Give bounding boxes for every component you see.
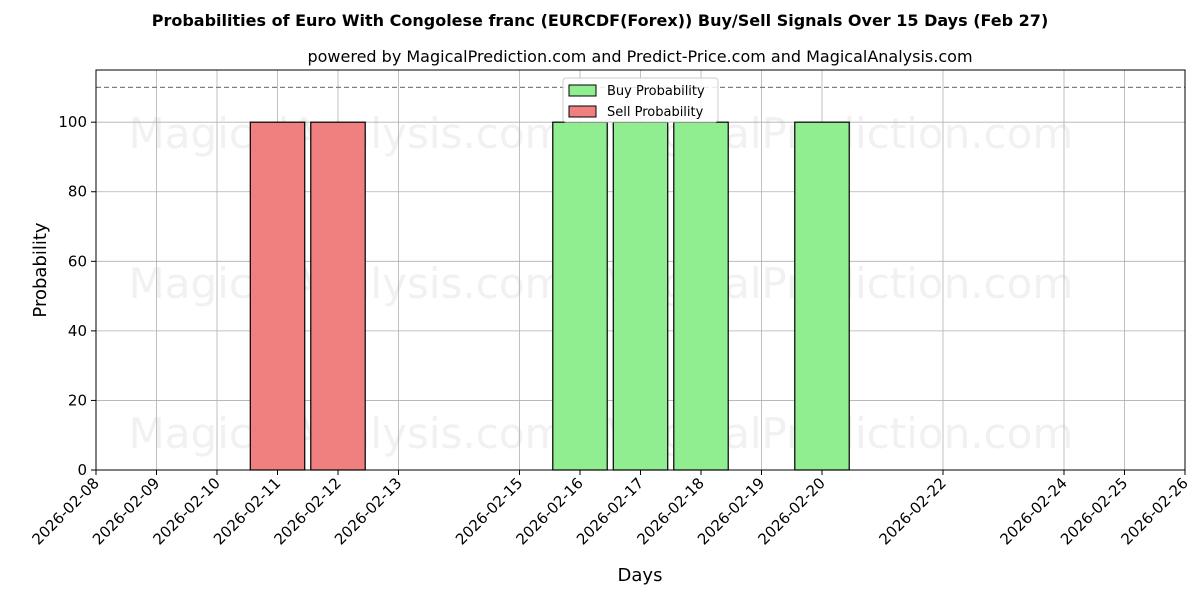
y-axis: 0 20 40 60 80 100 (58, 113, 96, 479)
y-tick-label: 80 (68, 183, 87, 201)
sell-bar (249, 121, 306, 471)
y-tick-label: 0 (77, 461, 87, 479)
buy-bar (612, 121, 669, 471)
y-tick-label: 60 (68, 252, 87, 270)
buy-bar (673, 121, 729, 471)
sell-bar (310, 121, 366, 471)
legend-swatch-sell (568, 105, 597, 118)
y-tick-label: 40 (68, 322, 87, 340)
buy-bar (552, 121, 608, 471)
legend-label-sell: Sell Probability (607, 105, 704, 120)
y-tick-label: 100 (58, 113, 87, 131)
x-axis: 2026-02-082026-02-092026-02-102026-02-11… (28, 470, 1192, 548)
legend-swatch-buy (568, 84, 597, 97)
bars (249, 121, 850, 471)
x-axis-label: Days (618, 565, 663, 586)
buy-bar (794, 121, 850, 471)
legend-box (562, 77, 719, 123)
y-axis-label: Probability (30, 222, 51, 317)
legend-label-buy: Buy Probability (607, 84, 705, 99)
chart-title: Probabilities of Euro With Congolese fra… (152, 11, 1049, 30)
y-tick-label: 20 (68, 391, 87, 409)
x-tick-label: 2026-02-22 (875, 474, 949, 548)
legend: Buy Probability Sell Probability (562, 77, 719, 123)
chart-subtitle: powered by MagicalPrediction.com and Pre… (307, 47, 972, 66)
